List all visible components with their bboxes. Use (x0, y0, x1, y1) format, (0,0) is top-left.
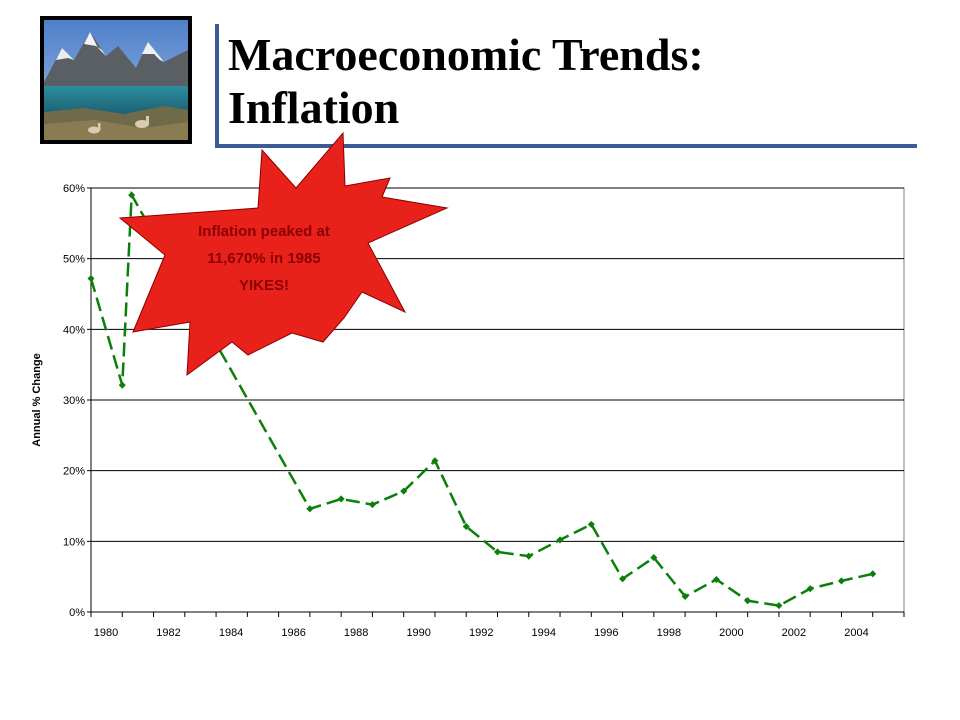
data-point (431, 457, 439, 465)
y-axis: 0% 10% 20% 30% 40% 50% 60% (63, 183, 91, 619)
x-tick-label: 2000 (719, 627, 743, 639)
data-point (556, 536, 564, 544)
data-point (869, 570, 877, 578)
x-tick-label: 1998 (657, 627, 681, 639)
data-point (118, 381, 126, 389)
data-point (681, 592, 689, 600)
data-point (837, 577, 845, 585)
data-point (587, 520, 595, 528)
title-accent-vertical (215, 24, 219, 148)
callout-line-3: YIKES! (239, 277, 289, 294)
y-tick-label: 10% (63, 536, 85, 548)
x-tick-label: 1984 (219, 627, 243, 639)
callout-starburst: Inflation peaked at 11,670% in 1985 YIKE… (118, 131, 449, 377)
x-tick-label: 1996 (594, 627, 618, 639)
data-point (650, 554, 658, 562)
x-tick-label: 1986 (281, 627, 305, 639)
data-point (619, 575, 627, 583)
x-tick-label: 1988 (344, 627, 368, 639)
data-point (712, 575, 720, 584)
data-point (400, 487, 408, 495)
x-tick-label: 2004 (844, 627, 868, 639)
series-inflation (87, 190, 877, 610)
y-tick-label: 40% (63, 324, 85, 336)
data-point (493, 548, 502, 556)
x-tick-label: 1994 (532, 627, 556, 639)
x-tick-label: 1990 (406, 627, 430, 639)
data-point (525, 552, 533, 560)
y-axis-title: Annual % Change (31, 353, 43, 447)
x-tick-label: 1982 (156, 627, 180, 639)
data-point (775, 602, 783, 610)
mountain-lake-photo (40, 16, 192, 144)
y-tick-label: 20% (63, 466, 85, 478)
callout-line-1: Inflation peaked at (198, 223, 330, 240)
x-tick-label: 1992 (469, 627, 493, 639)
y-tick-label: 60% (63, 183, 85, 195)
x-tick-label: 1980 (94, 627, 118, 639)
data-point (806, 585, 814, 593)
title-line-1: Macroeconomic Trends: (228, 29, 704, 80)
series-line (89, 190, 874, 607)
data-point (306, 505, 314, 513)
data-point (87, 274, 95, 282)
data-point (337, 495, 345, 503)
y-tick-label: 50% (63, 254, 85, 266)
x-tick-label: 2002 (782, 627, 806, 639)
starburst-shape (118, 131, 449, 377)
title-accent-horizontal (215, 144, 917, 148)
y-tick-label: 0% (69, 607, 85, 619)
page-title: Macroeconomic Trends: Inflation (228, 28, 908, 134)
title-line-2: Inflation (228, 82, 400, 133)
callout-line-2: 11,670% in 1985 (207, 250, 320, 267)
data-point (744, 597, 752, 605)
data-point (462, 522, 470, 531)
data-point (128, 191, 136, 199)
data-point (368, 501, 376, 509)
y-tick-label: 30% (63, 395, 85, 407)
